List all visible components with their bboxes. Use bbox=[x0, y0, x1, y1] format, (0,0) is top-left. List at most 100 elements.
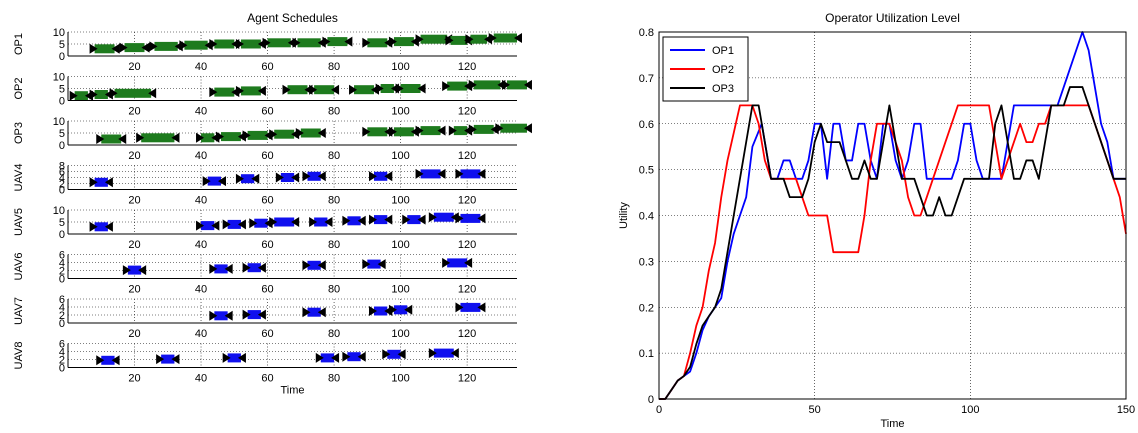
task-bar bbox=[307, 307, 321, 317]
row-x-tick-label: 80 bbox=[328, 239, 340, 251]
task-bar bbox=[433, 212, 454, 222]
row-y-tick-label: 0 bbox=[59, 96, 65, 108]
task-bar bbox=[161, 354, 175, 364]
task-bar bbox=[227, 219, 241, 229]
legend-label-op3: OP3 bbox=[712, 83, 734, 95]
task-end-marker bbox=[251, 173, 260, 184]
task-start-marker bbox=[196, 132, 205, 143]
task-start-marker bbox=[315, 352, 324, 363]
row-x-tick-label: 80 bbox=[328, 328, 340, 340]
task-start-marker bbox=[415, 34, 424, 45]
task-bar bbox=[247, 263, 261, 273]
task-start-marker bbox=[395, 83, 404, 94]
task-bar bbox=[393, 127, 414, 137]
legend-label-op2: OP2 bbox=[712, 64, 734, 76]
task-bar bbox=[240, 86, 261, 96]
task-end-marker bbox=[217, 176, 226, 187]
task-end-marker bbox=[514, 33, 522, 43]
y-tick-label: 0.1 bbox=[639, 348, 654, 360]
task-start-marker bbox=[445, 35, 454, 46]
row-x-tick-label: 40 bbox=[195, 150, 207, 162]
task-start-marker bbox=[89, 43, 98, 54]
task-bar bbox=[201, 221, 215, 231]
task-bar bbox=[101, 355, 115, 365]
task-bar bbox=[280, 173, 295, 182]
y-tick-label: 0.3 bbox=[639, 256, 654, 268]
task-bar bbox=[214, 39, 235, 49]
row-y-tick-label: 6 bbox=[59, 167, 65, 179]
row-y-tick-label: 6 bbox=[59, 339, 65, 351]
task-start-marker bbox=[156, 354, 165, 365]
row-y-tick-label: 10 bbox=[53, 116, 65, 128]
task-start-marker bbox=[209, 39, 218, 49]
task-bar bbox=[254, 218, 268, 228]
task-start-marker bbox=[215, 131, 224, 142]
task-start-marker bbox=[209, 87, 218, 98]
row-y-tick-label: 5 bbox=[59, 217, 65, 229]
row-x-tick-label: 100 bbox=[391, 61, 409, 73]
task-end-marker bbox=[257, 262, 266, 273]
row-x-tick-label: 20 bbox=[128, 328, 140, 340]
task-start-marker bbox=[455, 213, 464, 224]
row-x-tick-label: 60 bbox=[261, 195, 273, 207]
task-bar bbox=[287, 85, 308, 95]
task-start-marker bbox=[455, 168, 464, 179]
row-x-tick-label: 40 bbox=[195, 373, 207, 385]
task-end-marker bbox=[317, 128, 326, 138]
task-bar bbox=[214, 311, 228, 321]
task-start-marker bbox=[89, 177, 98, 188]
task-bar bbox=[300, 128, 321, 138]
task-bar bbox=[453, 126, 468, 136]
row-y-tick-label: 0 bbox=[59, 140, 65, 152]
task-bar bbox=[240, 174, 255, 184]
series-line-op1 bbox=[659, 31, 1126, 400]
task-bar bbox=[460, 169, 481, 179]
row-x-tick-label: 80 bbox=[328, 284, 340, 296]
row-y-tick-label: 0 bbox=[59, 363, 65, 375]
task-bar bbox=[220, 132, 241, 142]
row-x-tick-label: 100 bbox=[391, 150, 409, 162]
y-tick-label: 0.7 bbox=[639, 73, 654, 85]
row-x-tick-label: 80 bbox=[328, 195, 340, 207]
task-start-marker bbox=[375, 83, 384, 94]
task-start-marker bbox=[342, 351, 351, 362]
row-x-tick-label: 100 bbox=[391, 195, 409, 207]
row-x-tick-label: 80 bbox=[328, 373, 340, 385]
task-start-marker bbox=[196, 220, 205, 231]
task-bar bbox=[74, 91, 88, 101]
task-end-marker bbox=[417, 83, 426, 94]
task-start-marker bbox=[136, 132, 145, 143]
task-bar bbox=[184, 40, 208, 50]
task-end-marker bbox=[397, 349, 406, 360]
task-end-marker bbox=[224, 310, 233, 321]
task-end-marker bbox=[111, 43, 120, 54]
row-x-tick-label: 40 bbox=[195, 328, 207, 340]
task-end-marker bbox=[118, 134, 127, 144]
task-bar bbox=[393, 305, 408, 315]
task-start-marker bbox=[209, 310, 218, 321]
task-start-marker bbox=[349, 84, 358, 95]
task-end-marker bbox=[357, 215, 366, 226]
task-bar bbox=[447, 81, 468, 91]
row-x-tick-label: 20 bbox=[128, 239, 140, 251]
row-x-tick-label: 120 bbox=[458, 328, 476, 340]
task-end-marker bbox=[324, 217, 333, 227]
task-bar bbox=[367, 259, 381, 269]
task-start-marker bbox=[468, 79, 477, 90]
row-y-tick-label: 4 bbox=[59, 173, 65, 185]
task-bar bbox=[94, 44, 115, 54]
task-end-marker bbox=[111, 355, 120, 366]
row-x-tick-label: 80 bbox=[328, 106, 340, 118]
row-y-tick-label: 0 bbox=[59, 274, 65, 286]
task-end-marker bbox=[141, 42, 150, 53]
task-bar bbox=[373, 171, 388, 181]
task-start-marker bbox=[388, 126, 397, 137]
task-bar bbox=[327, 37, 348, 47]
task-end-marker bbox=[437, 125, 446, 136]
task-end-marker bbox=[523, 123, 532, 134]
